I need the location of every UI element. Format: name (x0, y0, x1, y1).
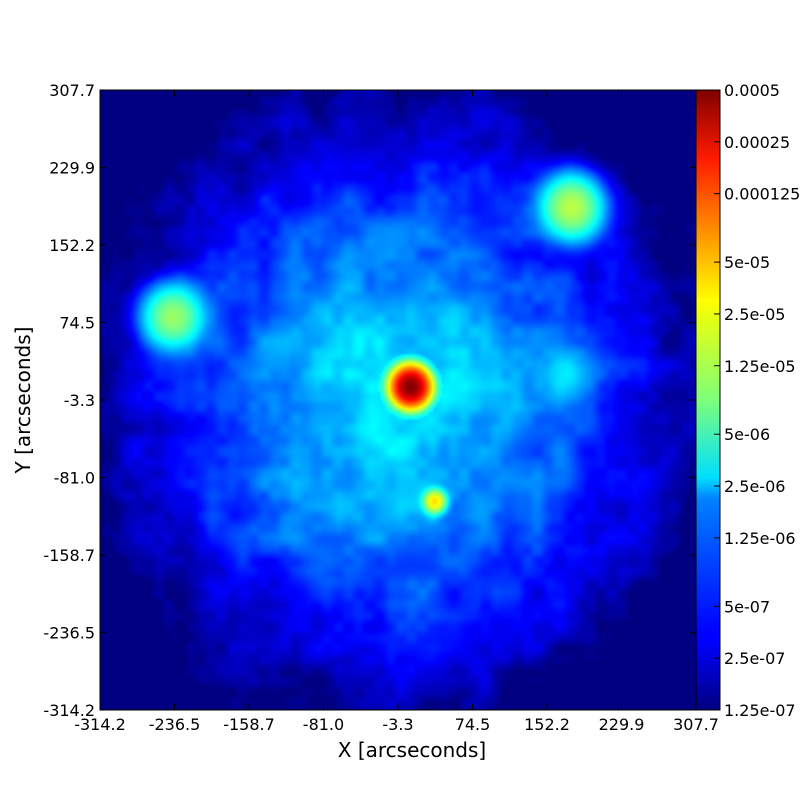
x-tick-label: 307.7 (673, 715, 719, 734)
x-tick-label: 229.9 (599, 715, 645, 734)
x-tick-label: -314.2 (74, 715, 126, 734)
y-tick-label: 229.9 (49, 159, 95, 178)
x-tick-label: 74.5 (455, 715, 491, 734)
colorbar-tick-label: 0.000125 (724, 185, 800, 204)
y-tick-label: -81.0 (54, 469, 95, 488)
colorbar-gradient (695, 89, 721, 711)
colorbar-tick-label: 0.00025 (724, 133, 790, 152)
y-tick-label: -158.7 (43, 546, 95, 565)
x-tick-label: 152.2 (524, 715, 570, 734)
x-axis-label: X [arcseconds] (338, 738, 486, 762)
colorbar-tick-label: 0.0005 (724, 81, 780, 100)
y-tick-label: -3.3 (64, 391, 95, 410)
colorbar-tick-label: 2.5e-05 (724, 305, 785, 324)
x-tick-label: -158.7 (223, 715, 275, 734)
x-axis: -314.2 -236.5 -158.7 -81.0 -3.3 74.5 152.2 229.… (74, 90, 719, 734)
colorbar: 1.25e-07 2.5e-07 5e-07 1.25e-06 2.5e-06 5e-06… (695, 81, 800, 720)
colorbar-tick-label: 1.25e-07 (724, 701, 796, 720)
colorbar-ticks: 1.25e-07 2.5e-07 5e-07 1.25e-06 2.5e-06 5e-06… (714, 81, 800, 720)
y-tick-label: 152.2 (49, 236, 95, 255)
x-tick-label: -81.0 (303, 715, 344, 734)
y-axis-label: Y [arcseconds] (11, 327, 35, 475)
colorbar-tick-label: 2.5e-07 (724, 649, 785, 668)
colorbar-tick-label: 1.25e-06 (724, 529, 796, 548)
heatmap-image (100, 90, 696, 710)
y-tick-label: -236.5 (43, 624, 95, 643)
y-tick-label: 74.5 (59, 314, 95, 333)
colorbar-tick-label: 5e-06 (724, 425, 770, 444)
x-tick-label: -236.5 (149, 715, 201, 734)
colorbar-tick-label: 1.25e-05 (724, 357, 796, 376)
colorbar-tick-label: 2.5e-06 (724, 477, 785, 496)
x-tick-label: -3.3 (382, 715, 413, 734)
colorbar-tick-label: 5e-05 (724, 253, 770, 272)
y-axis: -314.2 -236.5 -158.7 -81.0 -3.3 74.5 152.2 229.… (43, 81, 696, 720)
colorbar-tick-label: 5e-07 (724, 597, 770, 616)
y-tick-label: 307.7 (49, 81, 95, 100)
y-tick-label: -314.2 (43, 701, 95, 720)
